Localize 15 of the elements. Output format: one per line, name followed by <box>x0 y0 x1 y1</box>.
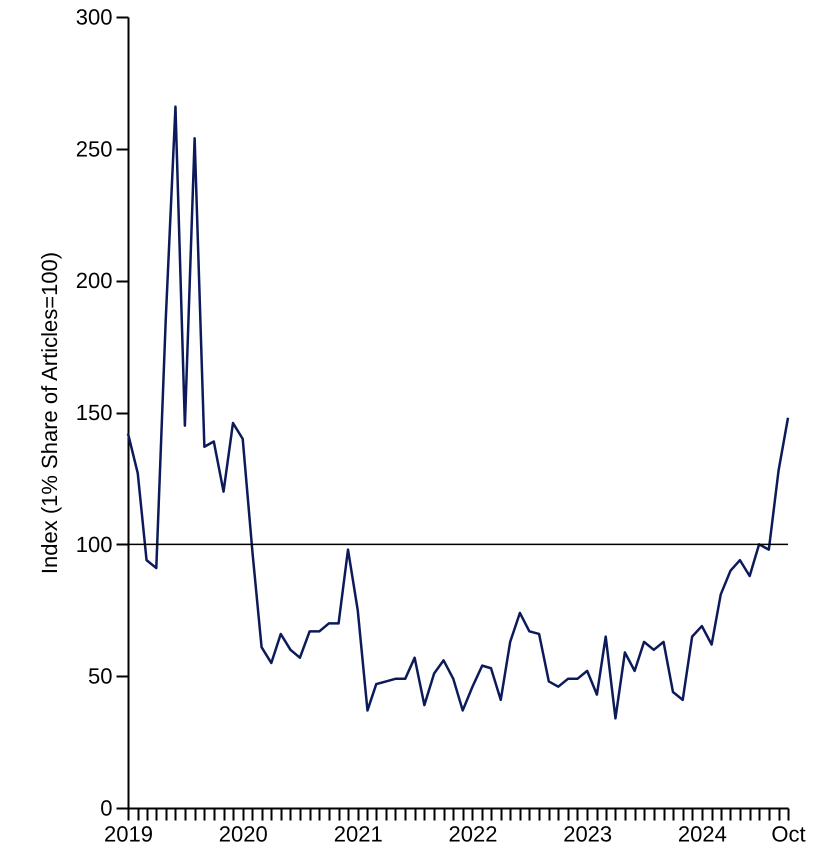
x-tick-label: 2020 <box>218 822 268 846</box>
y-tick-label: 250 <box>76 136 112 162</box>
x-tick-label: 2024 <box>678 822 727 846</box>
x-tick-label: 2023 <box>563 822 612 846</box>
x-tick-label: Oct <box>771 822 806 846</box>
x-tick-label: 2021 <box>334 822 383 846</box>
y-tick-label: 300 <box>76 4 112 30</box>
x-tick-label: 2019 <box>104 822 153 846</box>
y-tick-label: 0 <box>100 796 112 820</box>
x-tick-label: 2022 <box>448 822 498 846</box>
y-tick-label: 100 <box>76 532 112 557</box>
y-axis-title: Index (1% Share of Articles=100) <box>36 252 62 574</box>
y-tick-label: 200 <box>76 268 112 294</box>
y-tick-label: 50 <box>88 664 112 689</box>
y-tick-label: 150 <box>76 400 112 425</box>
